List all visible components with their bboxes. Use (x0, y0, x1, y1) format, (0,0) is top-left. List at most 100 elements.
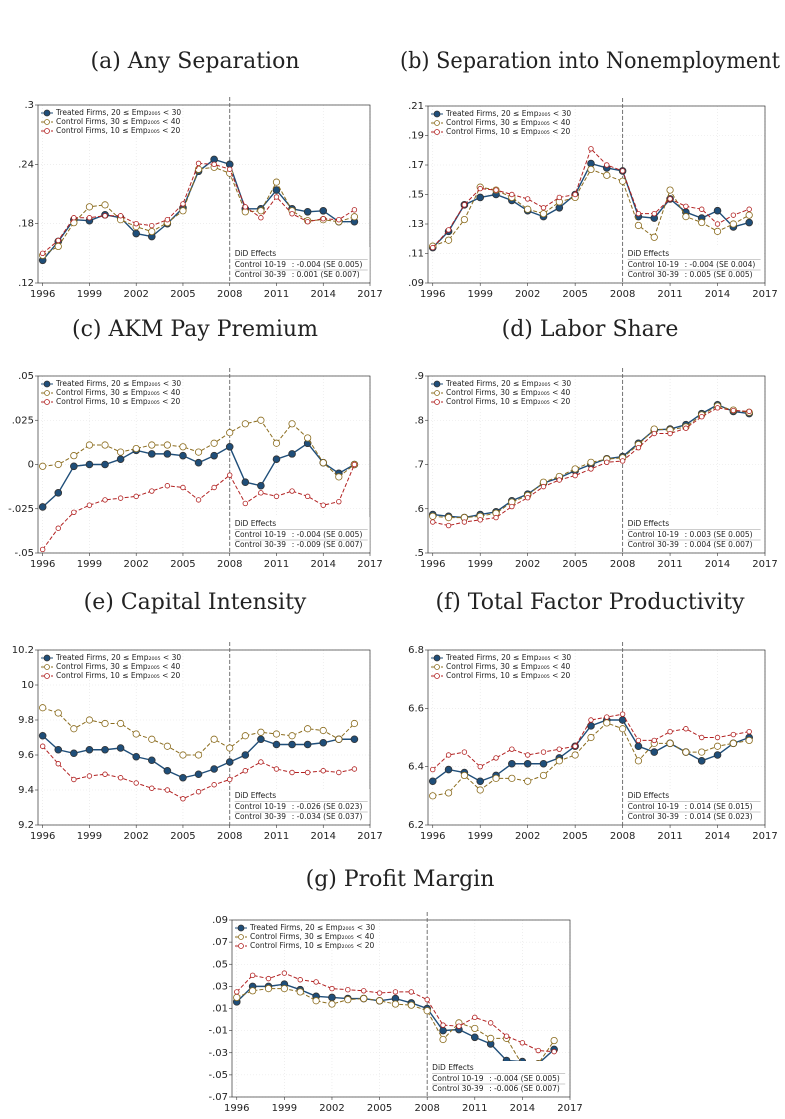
x-tick-label: 2011 (657, 831, 682, 842)
y-tick-label: -.01 (208, 1026, 228, 1037)
series-marker (350, 719, 359, 728)
series-marker (555, 757, 563, 765)
series-marker (149, 222, 155, 229)
series-marker (329, 985, 335, 992)
annotation-label: Control 10-19 (432, 1074, 484, 1083)
plot-frame (231, 919, 571, 1098)
series-marker (149, 785, 155, 791)
y-tick-label: .13 (408, 219, 424, 230)
series-marker (745, 218, 753, 227)
series-marker (635, 210, 642, 217)
y-tick-label: 9.2 (18, 820, 34, 831)
legend-marker (434, 673, 440, 679)
series-marker (39, 250, 46, 257)
series-marker (471, 1024, 479, 1033)
panel-title: (b) Separation into Nonemployment (400, 49, 780, 74)
series-marker (258, 215, 264, 221)
series-marker (477, 517, 483, 523)
legend-marker (238, 934, 244, 940)
series-marker (445, 522, 452, 529)
annotation-title: DiD Effects (235, 791, 277, 800)
series-marker (264, 984, 273, 993)
series-marker (361, 988, 367, 994)
series-marker (730, 212, 737, 218)
x-tick-label: 1996 (30, 831, 55, 842)
series-marker (179, 207, 187, 215)
plot-frame (427, 375, 766, 554)
x-tick-label: 2014 (705, 289, 730, 300)
series-marker (729, 220, 737, 228)
series-marker (257, 481, 265, 490)
y-tick-label: -.03 (208, 1048, 228, 1059)
series-marker (85, 441, 94, 449)
x-tick-label: 2005 (562, 831, 587, 842)
series-marker (194, 770, 203, 779)
series-marker (195, 789, 202, 795)
legend-label: Control Firms, 10 ≤ Emp₂₀₀₅ < 20 (446, 397, 571, 406)
chart-panel: (c) AKM Pay Premium -.05 -.025 0 .025 .05 1996… (8, 317, 383, 570)
legend-marker (434, 120, 440, 126)
series-marker (539, 759, 548, 768)
series-marker (650, 748, 659, 756)
series-marker (492, 774, 500, 782)
series-marker (375, 997, 384, 1005)
series-marker (635, 737, 642, 744)
x-tick-label: 2005 (562, 289, 587, 300)
series-marker (71, 215, 77, 221)
x-tick-label: 2002 (123, 289, 148, 300)
series-marker (101, 745, 109, 754)
series-marker (117, 213, 124, 219)
y-tick-label: .09 (408, 278, 424, 289)
annotation-value: : 0.014 (SE 0.015) (685, 802, 753, 811)
series-marker (444, 789, 453, 797)
series-marker (503, 1033, 510, 1039)
legend-label: Control Firms, 30 ≤ Emp₂₀₀₅ < 40 (446, 388, 571, 397)
series-marker (572, 191, 578, 198)
series-marker (523, 759, 532, 768)
x-tick-label: 2014 (311, 559, 336, 570)
series-marker (225, 442, 234, 451)
series-marker (508, 759, 516, 768)
series-marker (116, 455, 125, 463)
legend-label: Control Firms, 10 ≤ Emp₂₀₀₅ < 20 (56, 126, 181, 135)
annotation-label: Control 10-19 (628, 260, 680, 269)
x-tick-label: 1999 (272, 1103, 297, 1114)
series-marker (729, 739, 737, 747)
series-marker (39, 462, 47, 470)
annotation-label: Control 10-19 (235, 530, 287, 539)
panel-title: (a) Any Separation (91, 49, 300, 74)
series-marker (304, 434, 312, 442)
y-tick-label: -.05 (14, 548, 34, 559)
x-tick-label: 2011 (657, 559, 682, 570)
series-marker (116, 744, 125, 752)
series-marker (682, 748, 690, 756)
series-marker (71, 776, 77, 783)
series-marker (241, 208, 249, 216)
legend-marker (44, 664, 50, 670)
series-marker (272, 730, 281, 738)
y-tick-label: -.025 (8, 504, 34, 515)
series-marker (55, 761, 61, 767)
legend-label: Treated Firms, 20 ≤ Emp₂₀₀₅ < 30 (445, 653, 571, 662)
legend-marker (44, 128, 50, 134)
legend-label: Control Firms, 30 ≤ Emp₂₀₀₅ < 40 (446, 118, 571, 127)
series-marker (210, 735, 218, 743)
series-marker (493, 755, 499, 761)
annotation-value: : 0.014 (SE 0.023) (685, 812, 753, 821)
series-marker (288, 420, 296, 428)
annotation-title: DiD Effects (235, 249, 277, 258)
series-marker (476, 786, 484, 794)
series-marker (407, 1001, 415, 1009)
series-marker (147, 756, 156, 765)
series-marker (86, 502, 93, 508)
x-tick-label: 1999 (467, 559, 492, 570)
series-marker (439, 1026, 447, 1035)
series-marker (70, 452, 78, 460)
panel-title: (d) Labor Share (502, 317, 679, 342)
series-marker (133, 493, 139, 500)
series-marker (551, 1048, 557, 1055)
series-marker (258, 759, 264, 765)
x-tick-label: 2017 (557, 1103, 582, 1114)
x-tick-label: 2014 (311, 289, 336, 300)
x-tick-label: 1996 (224, 1103, 249, 1114)
